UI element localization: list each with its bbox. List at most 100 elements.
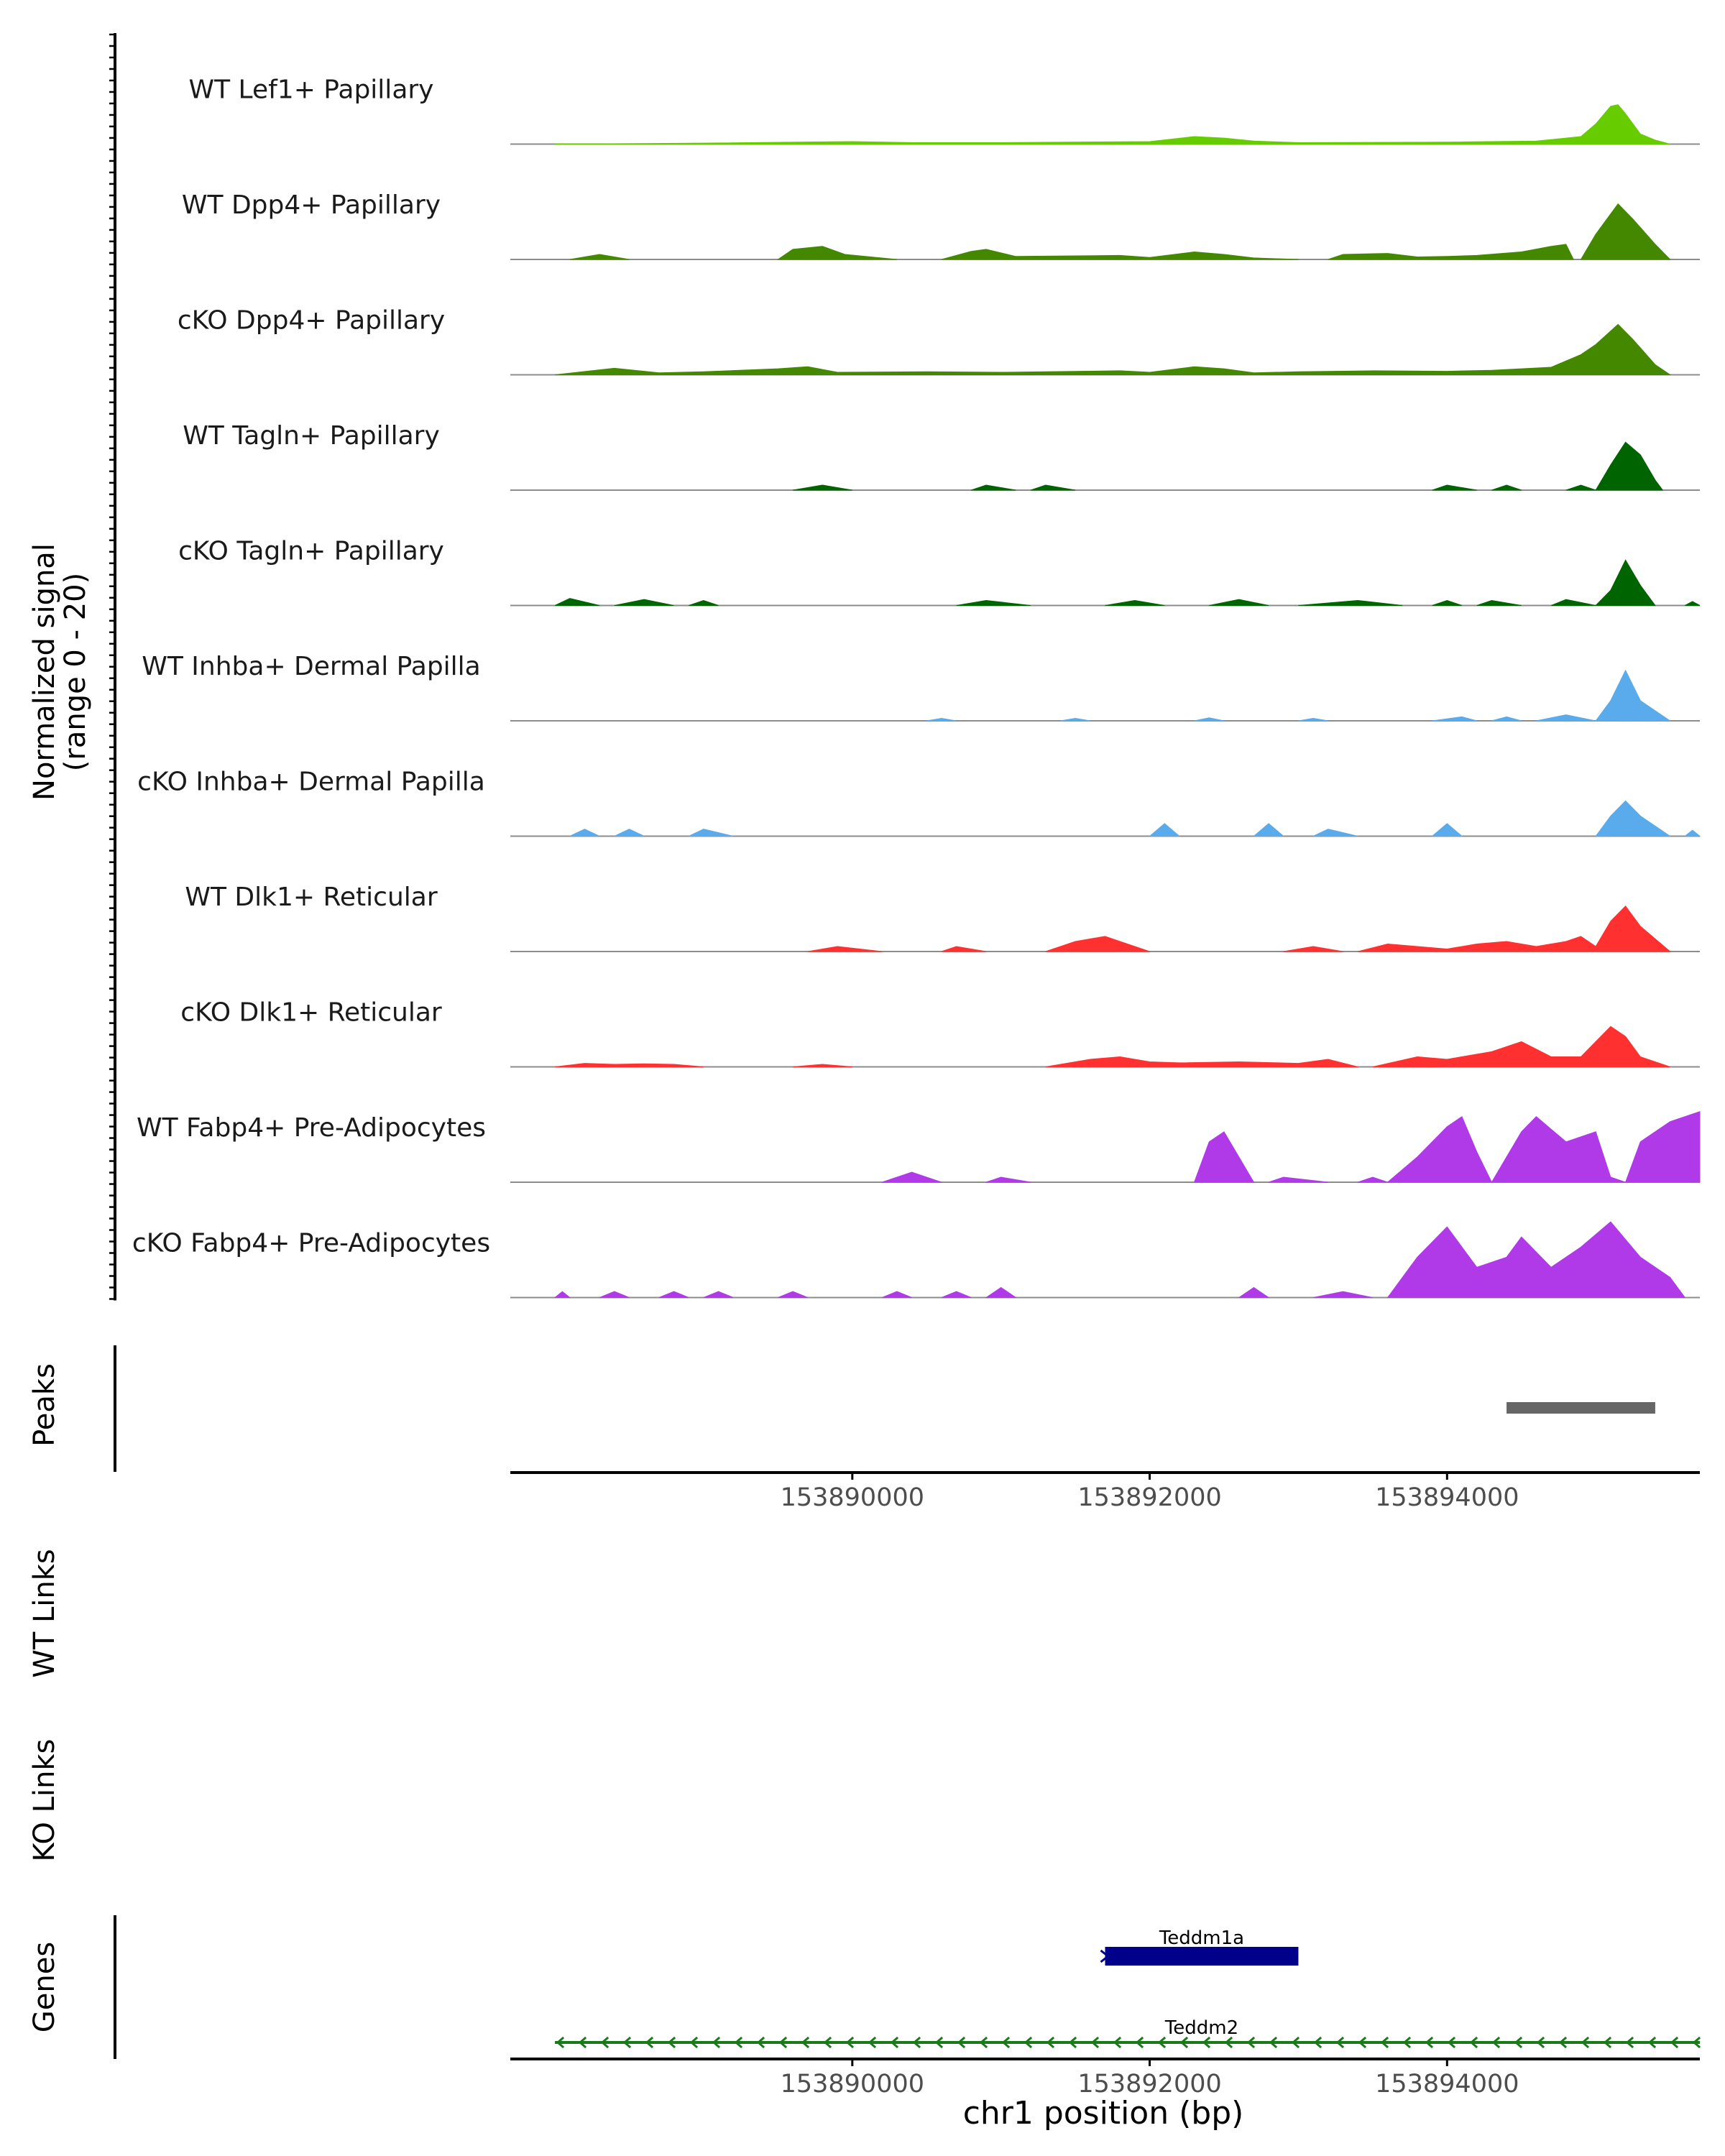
coverage-area: [778, 1291, 808, 1298]
coverage-area: [1060, 717, 1090, 722]
coverage-area: [555, 323, 1672, 375]
gene-strand-arrow: [1358, 2036, 1367, 2049]
coverage-area: [553, 1291, 571, 1298]
coverage-area: [1328, 244, 1575, 260]
coverage-area: [1624, 1111, 1701, 1183]
coverage-area: [1149, 823, 1181, 837]
gene-strand-arrow: [1335, 2036, 1345, 2049]
coverage-area: [1045, 936, 1150, 952]
coverage-area: [1386, 1221, 1686, 1298]
coverage-track: cKO Dlk1+ Reticular: [180, 998, 1700, 1068]
coverage-area: [555, 104, 1670, 144]
coverage-area: [1491, 716, 1522, 722]
coverage-area: [1595, 559, 1656, 606]
gene-strand-arrow: [1647, 2036, 1657, 2049]
gene-strand-arrow: [912, 2036, 921, 2049]
coverage-area: [793, 484, 852, 491]
coverage-area: [658, 1291, 689, 1298]
track-label: WT Tagln+ Papillary: [183, 421, 440, 451]
x-tick-label-upper: 153890000: [781, 1483, 924, 1512]
coverage-area: [569, 254, 630, 260]
coverage-area: [985, 1176, 1031, 1183]
coverage-area: [1550, 599, 1596, 606]
coverage-area: [1432, 484, 1477, 491]
gene-strand-arrow: [1447, 2036, 1456, 2049]
x-tick-label-upper: 153894000: [1375, 1483, 1519, 1512]
gene-strand-arrow: [1425, 2036, 1434, 2049]
coverage-area: [1595, 800, 1672, 837]
coverage-area: [1298, 599, 1403, 606]
track-label: WT Dlk1+ Reticular: [185, 883, 437, 912]
gene-strand-arrow: [778, 2036, 788, 2049]
coverage-area: [793, 1064, 852, 1067]
coverage-area: [689, 829, 734, 837]
coverage-area: [569, 829, 600, 837]
gene-strand-arrow: [934, 2036, 944, 2049]
coverage-area: [1194, 717, 1225, 722]
gene-strand-arrow: [1670, 2036, 1679, 2049]
coverage-area: [776, 246, 897, 260]
signal-axis-title-line1: Normalized signal: [28, 543, 61, 801]
gene-strand-arrow: [845, 2036, 855, 2049]
coverage-area: [703, 1291, 734, 1298]
coverage-area: [1283, 946, 1343, 952]
gene-strand-arrow: [1135, 2036, 1144, 2049]
coverage-area: [1253, 823, 1285, 837]
gene-strand-arrow: [1157, 2036, 1167, 2049]
gene-strand-arrow: [734, 2036, 743, 2049]
signal-axis-title: Normalized signal (range 0 - 20): [28, 543, 92, 801]
coverage-track: cKO Fabp4+ Pre-Adipocytes: [132, 1221, 1700, 1299]
coverage-area: [1209, 599, 1269, 606]
x-tick-label-lower: 153890000: [781, 2070, 924, 2099]
coverage-area: [1193, 1131, 1255, 1183]
genes-label: Genes: [28, 1942, 61, 2032]
gene-strand-arrow: [1380, 2036, 1389, 2049]
coverage-area: [1685, 601, 1701, 606]
coverage-area: [1313, 1291, 1373, 1298]
coverage-track: WT Inhba+ Dermal Papilla: [142, 652, 1700, 722]
coverage-area: [985, 1286, 1018, 1298]
coverage-area: [1595, 441, 1664, 491]
gene-name: Teddm2: [1164, 2017, 1238, 2039]
x-tick-label-upper: 153892000: [1077, 1483, 1221, 1512]
coverage-area: [1045, 1056, 1358, 1067]
x-axis-title: chr1 position (bp): [963, 2095, 1244, 2132]
gene-strand-arrow: [1001, 2036, 1011, 2049]
gene-strand-arrow: [1291, 2036, 1300, 2049]
gene-strand-arrow: [823, 2036, 832, 2049]
gene-strand-arrow: [1558, 2036, 1568, 2049]
coverage-track: WT Lef1+ Papillary: [189, 75, 1700, 145]
coverage-area: [1491, 484, 1522, 491]
gene-strand-arrow: [1090, 2036, 1100, 2049]
gene-strand-arrow: [957, 2036, 966, 2049]
track-label: WT Fabp4+ Pre-Adipocytes: [137, 1113, 486, 1143]
gene-strand-arrow: [1100, 1949, 1110, 1963]
coverage-area: [1432, 599, 1463, 606]
gene-strand-arrow: [1313, 2036, 1322, 2049]
gene-strand-arrow: [600, 2036, 610, 2049]
x-tick-label-lower: 153892000: [1077, 2070, 1221, 2099]
gene-strand-arrow: [1246, 2036, 1256, 2049]
coverage-track: cKO Inhba+ Dermal Papilla: [137, 768, 1701, 837]
coverage-area: [1565, 484, 1596, 491]
gene-strand-arrow: [689, 2036, 699, 2049]
coverage-area: [1432, 716, 1477, 722]
peaks-label: Peaks: [28, 1363, 61, 1447]
track-label: cKO Dlk1+ Reticular: [180, 998, 442, 1028]
gene-strand-arrow: [1692, 2036, 1701, 2049]
track-label: cKO Tagln+ Papillary: [178, 537, 444, 566]
coverage-area: [1386, 1115, 1493, 1183]
coverage-area: [1595, 906, 1671, 952]
coverage-area: [1476, 599, 1522, 606]
gene-strand-arrow: [1024, 2036, 1033, 2049]
gene-strand-arrow: [712, 2036, 721, 2049]
wt-links-label: WT Links: [28, 1549, 61, 1677]
gene-strand-arrow: [1491, 2036, 1501, 2049]
coverage-area: [971, 484, 1016, 491]
track-label: cKO Dpp4+ Papillary: [178, 306, 445, 336]
coverage-area: [555, 1063, 704, 1067]
track-label: WT Dpp4+ Papillary: [182, 190, 441, 220]
coverage-area: [554, 598, 600, 606]
coverage-track: WT Tagln+ Papillary: [183, 421, 1700, 491]
